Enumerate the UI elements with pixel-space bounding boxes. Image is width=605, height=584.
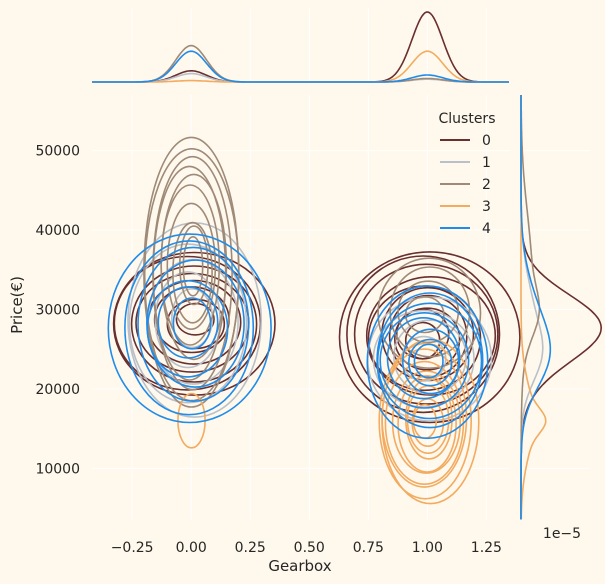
legend-label-0: 0 <box>482 133 491 149</box>
kde-contour-2 <box>182 235 204 297</box>
right-margin-grid <box>521 150 590 469</box>
legend: Clusters 0 1 2 3 4 <box>439 111 496 237</box>
legend-title: Clusters <box>439 111 496 127</box>
right-kde-line-4 <box>520 95 552 520</box>
y-tick-label: 10000 <box>35 461 80 477</box>
kde-contour-4 <box>107 233 272 424</box>
x-tick-label: 0.50 <box>294 540 325 556</box>
kde-contour-4 <box>157 286 219 359</box>
kde-contour-4 <box>376 302 483 420</box>
legend-label-1: 1 <box>482 155 491 171</box>
kde-contour-2 <box>172 221 213 324</box>
kde-contour-0 <box>130 265 258 383</box>
y-tick-label: 40000 <box>35 223 80 239</box>
x-tick-label: 1.00 <box>412 540 443 556</box>
kde-contour-4 <box>172 297 212 350</box>
x-tick-label: −0.25 <box>111 540 154 556</box>
kde-contour-4 <box>124 240 255 416</box>
kde-contour-3 <box>378 342 473 500</box>
y-tick-labels: 10000 20000 30000 40000 50000 <box>35 144 80 478</box>
kde-contour-4 <box>413 343 444 379</box>
top-marginal-kde <box>92 11 509 83</box>
kde-contour-0 <box>346 255 501 414</box>
x-tick-label: 0.00 <box>176 540 207 556</box>
kde-contour-2 <box>377 257 482 370</box>
y-tick-label: 20000 <box>35 382 80 398</box>
x-axis-label: Gearbox <box>268 557 331 575</box>
kde-contour-4 <box>402 328 460 395</box>
kde-contour-0 <box>365 275 497 396</box>
kde-contour-4 <box>146 279 229 378</box>
kde-contour-4 <box>386 317 461 400</box>
y-tick-label: 30000 <box>35 302 80 318</box>
top-kde-line-4 <box>92 50 509 83</box>
legend-label-2: 2 <box>482 177 491 193</box>
kde-contour-2 <box>178 225 209 306</box>
x-tick-label: 0.25 <box>235 540 266 556</box>
kde-contour-4 <box>366 285 489 440</box>
kde-contour-1 <box>128 243 248 404</box>
x-tick-label: 1.25 <box>471 540 502 556</box>
x-tick-labels: −0.25 0.00 0.25 0.50 0.75 1.00 1.25 <box>111 540 502 556</box>
kde-contour-0 <box>338 251 521 424</box>
legend-label-3: 3 <box>482 199 491 215</box>
kde-contours <box>107 136 521 505</box>
kde-contour-4 <box>379 311 470 409</box>
kde-contour-4 <box>137 246 250 402</box>
right-marginal-kde <box>520 95 603 520</box>
kde-contour-3 <box>404 378 453 460</box>
kde-contour-2 <box>404 295 445 334</box>
kde-contour-2 <box>160 184 220 346</box>
y-axis-label: Price(€) <box>8 276 26 334</box>
kde-contour-1 <box>372 309 475 408</box>
legend-label-4: 4 <box>482 221 491 237</box>
x-tick-label: 0.75 <box>353 540 384 556</box>
kde-contour-0 <box>175 302 215 336</box>
kde-contour-0 <box>394 307 461 371</box>
kde-contour-3 <box>381 348 468 488</box>
kde-contour-2 <box>389 266 471 358</box>
offset-label: 1e−5 <box>543 526 581 542</box>
kde-contour-4 <box>408 338 453 387</box>
kde-contour-3 <box>397 374 457 473</box>
y-tick-label: 50000 <box>35 144 80 160</box>
kde-contour-3 <box>391 370 462 474</box>
